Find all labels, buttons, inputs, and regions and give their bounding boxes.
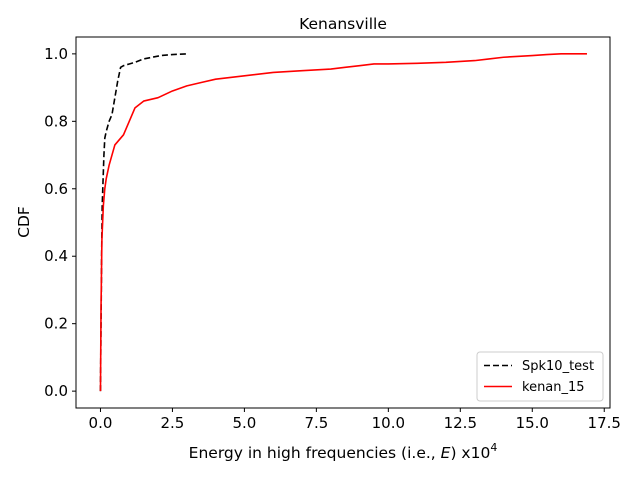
chart-title: Kenansville bbox=[299, 15, 387, 33]
legend-box bbox=[476, 351, 604, 402]
y-tick-label: 0.6 bbox=[44, 180, 68, 198]
series-line-spk10-test bbox=[99, 53, 187, 392]
x-tick-label: 15.0 bbox=[516, 414, 549, 432]
y-tick-label: 0.8 bbox=[44, 112, 68, 130]
y-tick-label: 0.2 bbox=[44, 315, 68, 333]
x-tick-label: 2.5 bbox=[161, 414, 185, 432]
x-axis-label-mid: ) x10 bbox=[450, 444, 490, 462]
x-tick-label: 7.5 bbox=[304, 414, 328, 432]
series-line-kenan-15 bbox=[99, 53, 587, 392]
plot-lines bbox=[99, 53, 587, 392]
x-axis-label-exponent: 4 bbox=[490, 441, 497, 454]
x-axis-label: Energy in high frequencies (i.e., E) x10… bbox=[189, 441, 498, 462]
x-tick-label: 5.0 bbox=[232, 414, 256, 432]
legend-label-kenan-15: kenan_15 bbox=[522, 380, 585, 395]
legend: Spk10_test kenan_15 bbox=[476, 351, 604, 402]
x-tick-label: 10.0 bbox=[372, 414, 405, 432]
x-tick-label: 17.5 bbox=[588, 414, 621, 432]
y-tick-label: 0.0 bbox=[44, 382, 68, 400]
y-axis-ticks: 0.0 0.2 0.4 0.6 0.8 1.0 bbox=[44, 45, 76, 400]
x-axis-label-variable: E bbox=[441, 444, 451, 462]
y-tick-label: 0.4 bbox=[44, 247, 68, 265]
y-axis-label: CDF bbox=[15, 206, 33, 238]
x-tick-label: 12.5 bbox=[444, 414, 477, 432]
legend-label-spk10-test: Spk10_test bbox=[522, 359, 594, 374]
x-axis-ticks: 0.0 2.5 5.0 7.5 10.0 12.5 15.0 17.5 bbox=[89, 408, 621, 432]
x-axis-label-prefix: Energy in high frequencies (i.e., bbox=[189, 444, 441, 462]
x-tick-label: 0.0 bbox=[89, 414, 113, 432]
plot-area-frame bbox=[75, 36, 611, 409]
y-tick-label: 1.0 bbox=[44, 45, 68, 63]
